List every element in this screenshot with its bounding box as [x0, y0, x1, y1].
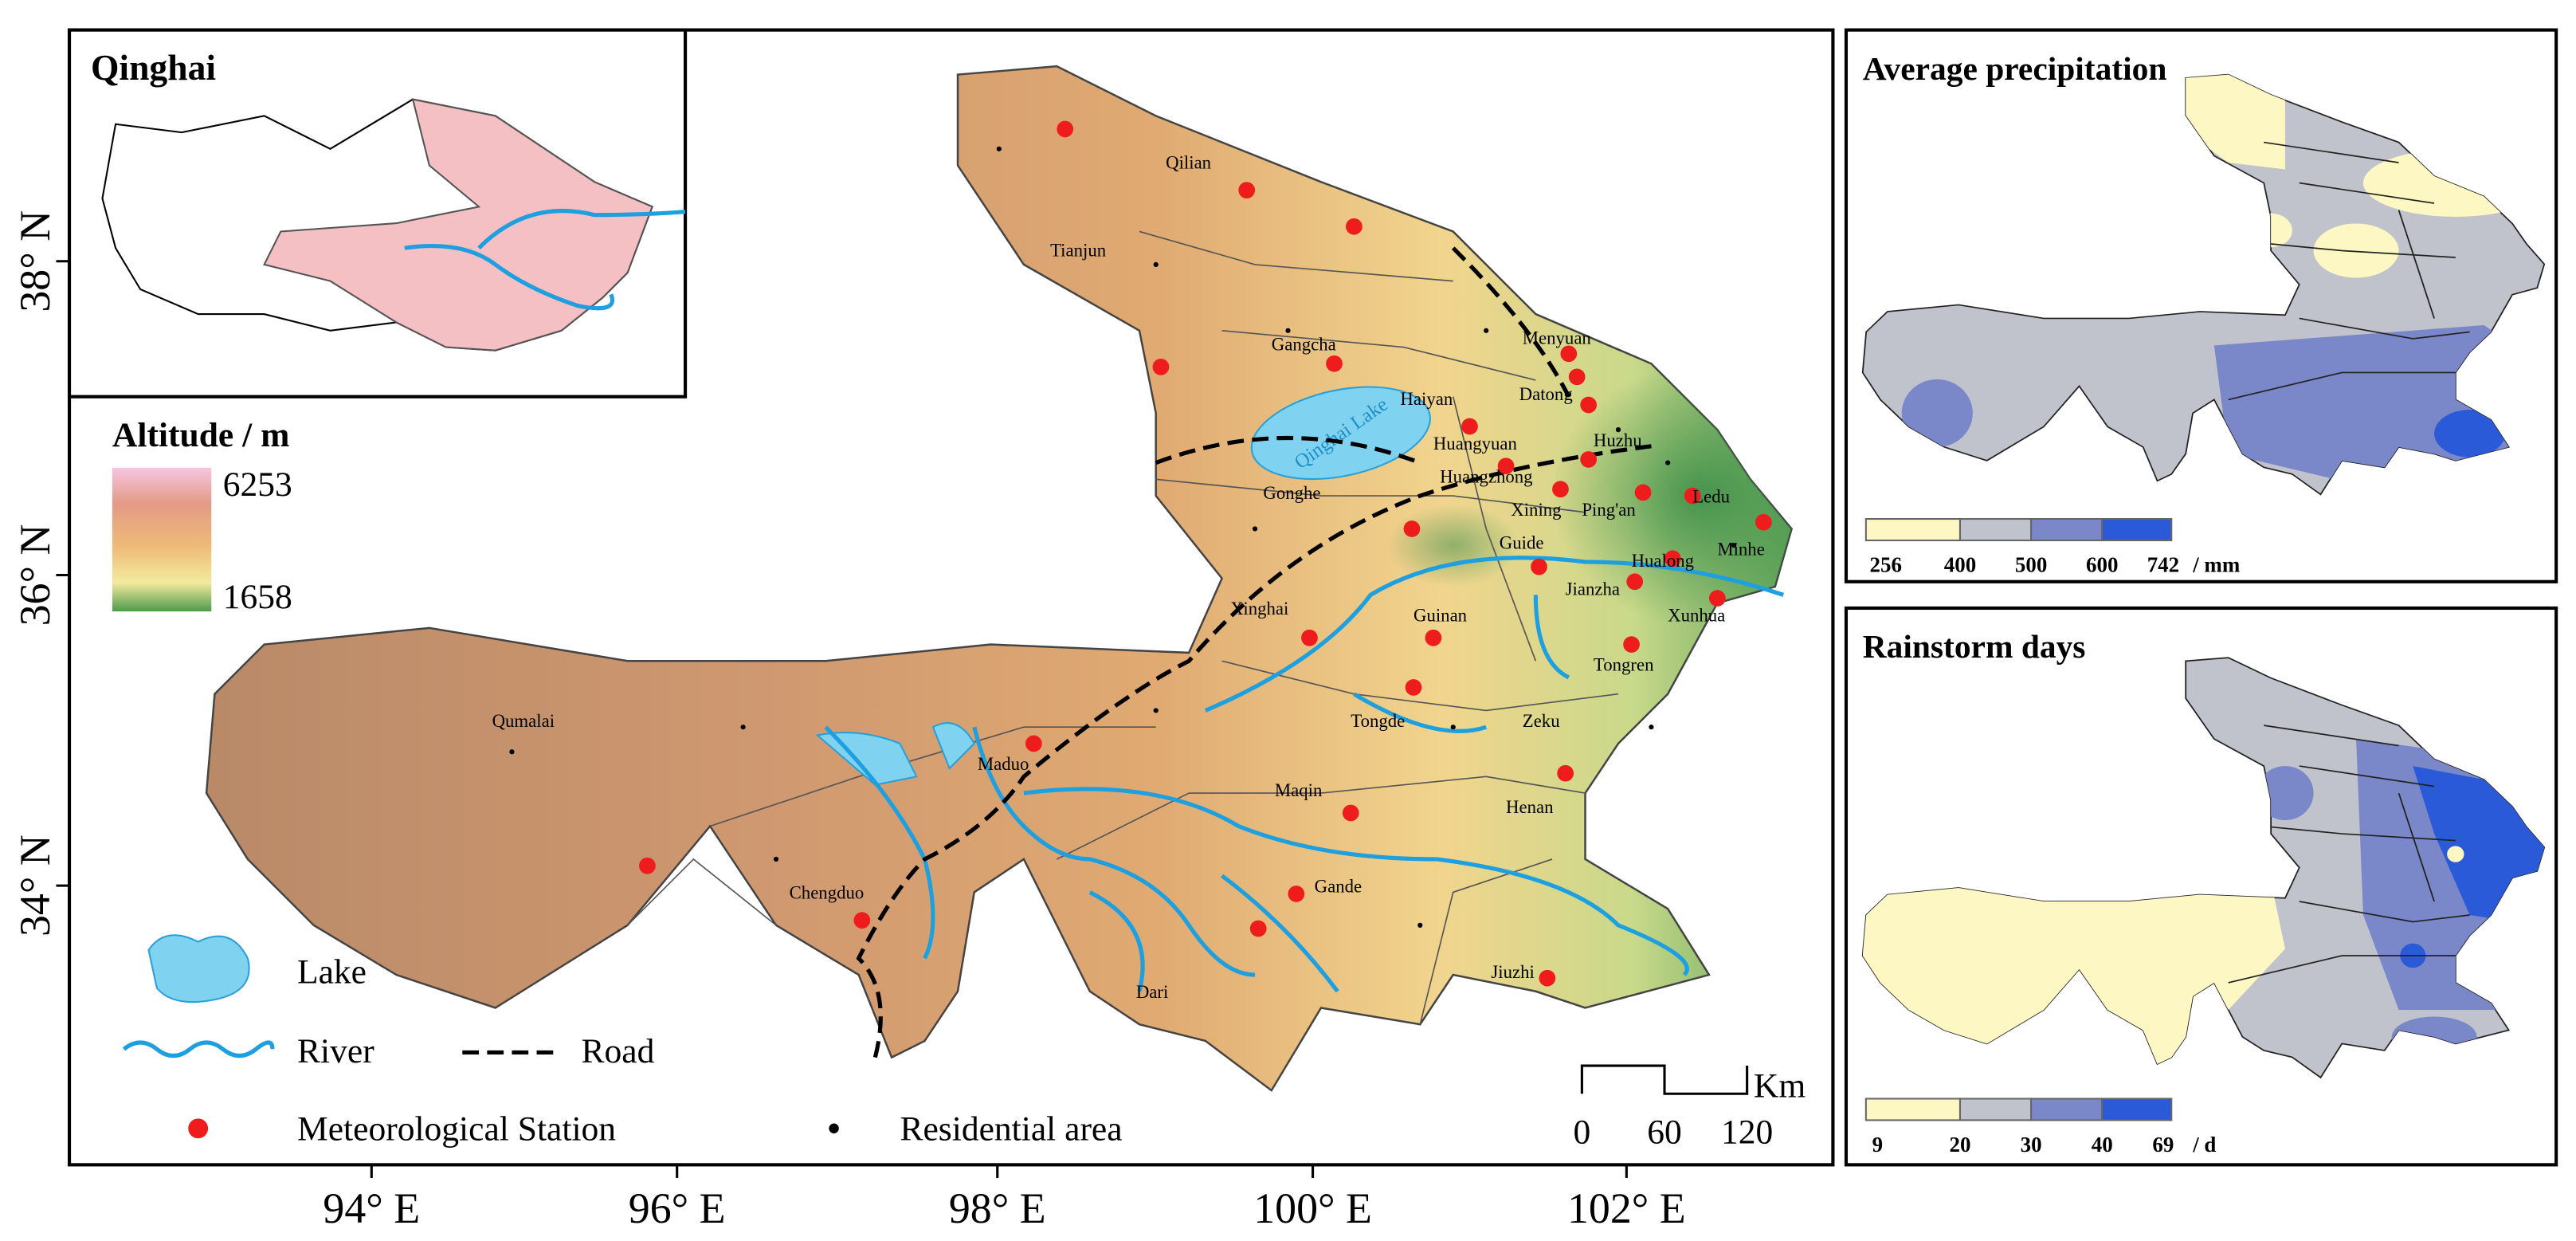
legend-break: 30	[2021, 1133, 2042, 1157]
inset-river	[404, 208, 686, 311]
roads	[856, 246, 1652, 1058]
precipitation-title: Average precipitation	[1863, 50, 2167, 87]
legend-break: 9	[1872, 1133, 1883, 1157]
place-label: Guinan	[1413, 606, 1468, 626]
place-label: Huzhu	[1594, 430, 1642, 450]
altitude-min: 1658	[223, 578, 292, 616]
place-label: Tongren	[1594, 655, 1654, 675]
legend-break: 40	[2092, 1133, 2113, 1157]
legend-river-icon	[122, 1040, 275, 1058]
place-label: Ledu	[1692, 486, 1730, 506]
legend-residential: Residential area	[900, 1109, 1122, 1148]
place-label: Dari	[1136, 982, 1168, 1002]
place-label: Ping'an	[1582, 500, 1636, 520]
legend-river: River	[297, 1032, 374, 1070]
place-label: Gonghe	[1263, 483, 1320, 503]
rainstorm-legend	[1864, 1098, 2173, 1121]
rainstorm-title: Rainstorm days	[1863, 628, 2086, 665]
place-label: Gande	[1315, 876, 1362, 896]
lon-label: 98° E	[949, 1184, 1046, 1232]
place-label: Maduo	[978, 754, 1029, 774]
place-label: Zeku	[1523, 711, 1560, 731]
scale-tick: 60	[1647, 1113, 1682, 1151]
legend-unit: / d	[2192, 1133, 2216, 1157]
axis-ticks	[56, 260, 1628, 1178]
precipitation-legend	[1864, 518, 2173, 542]
place-label: Chengduo	[790, 883, 865, 903]
lat-label: 34° N	[11, 835, 59, 937]
scale-unit: Km	[1754, 1066, 1806, 1105]
place-label: Jiuzhi	[1491, 962, 1534, 982]
place-label: Gangcha	[1272, 335, 1336, 355]
place-label: Jianzha	[1566, 579, 1620, 599]
legend-break: 400	[1944, 552, 1976, 576]
place-labels: Qilian Tianjun Gangcha Menyuan Haiyan Da…	[492, 153, 1765, 1002]
lon-label: 100° E	[1253, 1184, 1372, 1232]
lon-label: 96° E	[629, 1184, 726, 1232]
place-label: Maqin	[1275, 780, 1323, 800]
place-label: Huangyuan	[1433, 434, 1518, 454]
altitude-max: 6253	[223, 465, 292, 504]
place-label: Qilian	[1166, 153, 1212, 173]
place-label: Minhe	[1717, 540, 1764, 560]
legend-lake-icon	[147, 934, 250, 1003]
legend-break: 20	[1950, 1133, 1971, 1157]
legend-station-icon	[188, 1118, 209, 1139]
place-label: Tianjun	[1050, 241, 1107, 261]
lon-label: 94° E	[323, 1184, 420, 1232]
lat-label: 36° N	[11, 524, 59, 626]
legend-residential-icon	[829, 1123, 839, 1133]
place-label: Guide	[1500, 532, 1544, 552]
inset-title: Qinghai	[91, 47, 216, 88]
stations	[639, 120, 1772, 987]
place-label: Xinghai	[1230, 599, 1288, 619]
inset-study-area	[263, 98, 653, 351]
legend-break: 256	[1870, 552, 1902, 576]
place-label: Huangzhong	[1440, 466, 1532, 486]
qinghai-lake	[1250, 386, 1431, 481]
legend-station: Meteorological Station	[297, 1109, 616, 1148]
legend-break: 500	[2015, 552, 2047, 576]
legend-break: 742	[2147, 552, 2179, 576]
place-label: Xunhua	[1668, 606, 1725, 626]
lat-label: 38° N	[11, 210, 59, 312]
legend-unit: / mm	[2192, 552, 2240, 576]
lon-label: 102° E	[1567, 1184, 1686, 1232]
place-label: Qumalai	[492, 711, 555, 731]
place-label: Haiyan	[1400, 389, 1453, 409]
place-label: Menyuan	[1523, 328, 1592, 348]
altitude-colorbar	[112, 467, 212, 612]
legend-break: 600	[2086, 552, 2118, 576]
place-label: Datong	[1519, 384, 1573, 404]
altitude-legend-title: Altitude / m	[112, 416, 289, 454]
place-label: Xining	[1511, 500, 1561, 520]
legend-lake: Lake	[297, 952, 367, 991]
scale-tick: 0	[1574, 1113, 1591, 1151]
scale-bar	[1580, 1064, 1749, 1095]
legend-road: Road	[581, 1032, 654, 1070]
place-label: Henan	[1506, 797, 1554, 817]
place-label: Tongde	[1351, 711, 1405, 731]
residential-dots	[509, 146, 1737, 928]
place-label: Hualong	[1632, 551, 1694, 571]
scale-tick: 120	[1721, 1113, 1773, 1151]
legend-break: 69	[2152, 1133, 2174, 1157]
